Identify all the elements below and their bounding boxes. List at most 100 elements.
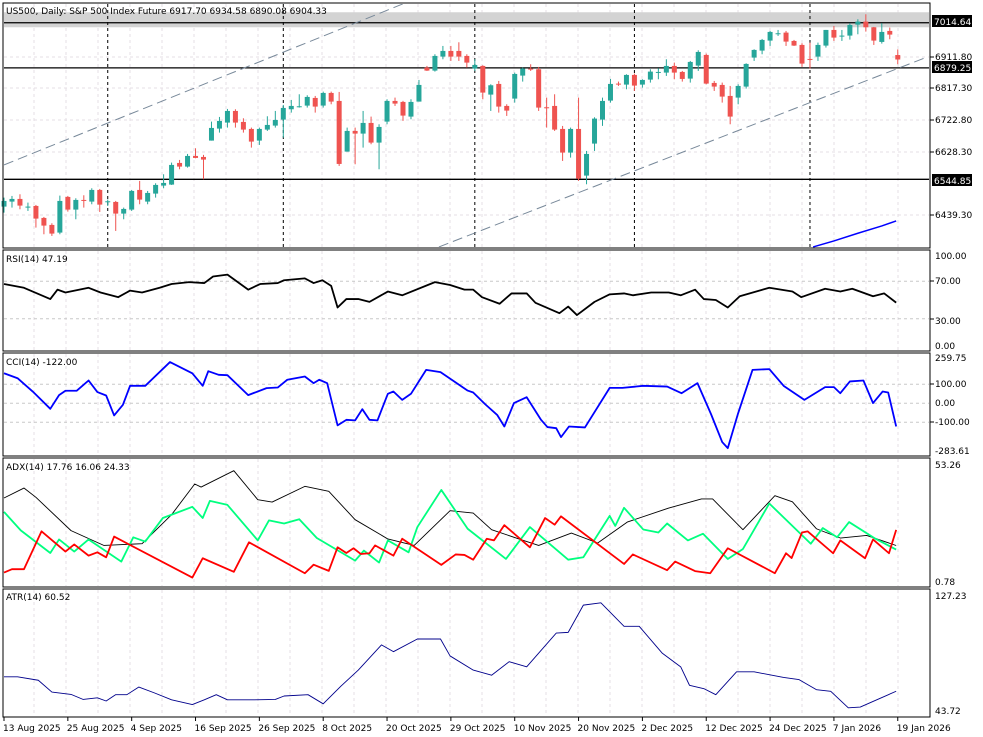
candle: [280, 104, 286, 138]
candle: [65, 195, 71, 212]
candle-body: [384, 100, 390, 122]
date-tick-label: 13 Aug 2025: [3, 724, 61, 734]
candle: [201, 154, 206, 180]
cci-tick-label: -100.00: [935, 418, 970, 428]
candle-body: [17, 198, 23, 206]
candle-body: [424, 67, 430, 71]
candle: [464, 54, 470, 68]
candle-body: [121, 208, 127, 214]
candle: [536, 66, 542, 111]
date-tick-label: 24 Dec 2025: [769, 724, 827, 734]
candle-body: [631, 74, 637, 86]
candle-body: [129, 190, 135, 210]
candle-body: [368, 122, 374, 143]
adx-panel[interactable]: [2, 457, 931, 588]
candle-body: [783, 32, 789, 42]
candle-body: [791, 40, 797, 46]
atr-tick-label: 127.23: [935, 592, 967, 602]
candle: [472, 59, 478, 71]
candle: [695, 50, 701, 71]
candle-body: [408, 101, 414, 117]
candle-body: [496, 83, 502, 107]
resistance-zone: [4, 12, 929, 28]
candle-body: [169, 164, 175, 185]
cci-panel[interactable]: [2, 352, 931, 457]
candle-body: [352, 130, 358, 134]
candle: [520, 67, 526, 82]
candle-body: [695, 51, 701, 66]
adx-label: ADX(14) 17.76 16.06 24.33: [6, 463, 130, 473]
candle-body: [97, 189, 103, 205]
candle: [528, 64, 534, 71]
candle: [584, 150, 590, 185]
price-tick-label: 6439.30: [935, 211, 972, 221]
candle: [145, 190, 151, 205]
date-tick-label: 8 Oct 2025: [322, 724, 372, 734]
atr-panel[interactable]: [2, 588, 931, 718]
candle: [272, 110, 278, 128]
candle: [687, 60, 693, 83]
candle: [607, 78, 613, 103]
candle: [352, 127, 358, 165]
candle-body: [193, 155, 199, 158]
candle: [336, 91, 342, 166]
date-tick-label: 29 Oct 2025: [450, 724, 506, 734]
cci-tick-label: 0.00: [935, 399, 955, 409]
candle-body: [655, 71, 661, 73]
candle-body: [615, 83, 621, 85]
candle-body: [568, 128, 574, 153]
candle: [560, 125, 566, 161]
candle-body: [145, 192, 151, 202]
candle: [224, 108, 230, 128]
adx-axis: 53.26 0.78: [935, 461, 961, 588]
candle: [600, 97, 605, 126]
candle-body: [552, 105, 558, 130]
rsi-label: RSI(14) 47.19: [6, 255, 68, 265]
candle: [360, 110, 366, 148]
candle-body: [256, 128, 262, 141]
candle: [368, 116, 374, 145]
main-price-panel[interactable]: [2, 2, 931, 249]
candle: [719, 82, 725, 103]
adx-tick-label: 53.26: [935, 461, 961, 471]
date-tick-label: 12 Dec 2025: [705, 724, 763, 734]
candle: [248, 127, 254, 148]
rsi-tick-label: 70.00: [935, 277, 961, 287]
candle-body: [560, 128, 566, 153]
candle-body: [536, 69, 542, 108]
candle: [767, 30, 773, 46]
candle: [240, 118, 246, 133]
candle: [480, 65, 486, 100]
candle: [169, 162, 175, 185]
date-tick-label: 20 Oct 2025: [386, 724, 442, 734]
candle: [416, 79, 422, 102]
candle: [177, 159, 183, 170]
candle: [25, 202, 31, 211]
candle: [592, 117, 598, 151]
candle-body: [743, 63, 749, 87]
candle-body: [520, 68, 526, 76]
rsi-panel[interactable]: [2, 249, 931, 352]
candle-body: [216, 120, 222, 129]
candle: [105, 199, 111, 206]
candle-body: [248, 128, 254, 142]
minus-di-line: [3, 515, 898, 579]
candle: [264, 116, 270, 131]
candle: [568, 127, 574, 158]
candle-body: [336, 100, 342, 164]
candle: [161, 174, 167, 189]
candle-body: [815, 44, 821, 57]
date-tick-label: 26 Sep 2025: [258, 724, 315, 734]
candle-body: [576, 128, 582, 179]
date-tick-label: 2 Dec 2025: [641, 724, 693, 734]
atr-label: ATR(14) 60.52: [6, 593, 70, 603]
candle: [847, 23, 853, 40]
candle-body: [831, 29, 837, 38]
candle: [671, 62, 677, 80]
indicator-lines-layer: [3, 220, 898, 709]
date-tick-label: 7 Jan 2026: [833, 724, 881, 734]
candle: [743, 63, 749, 89]
candle-body: [584, 153, 590, 176]
candle-body: [65, 196, 71, 210]
